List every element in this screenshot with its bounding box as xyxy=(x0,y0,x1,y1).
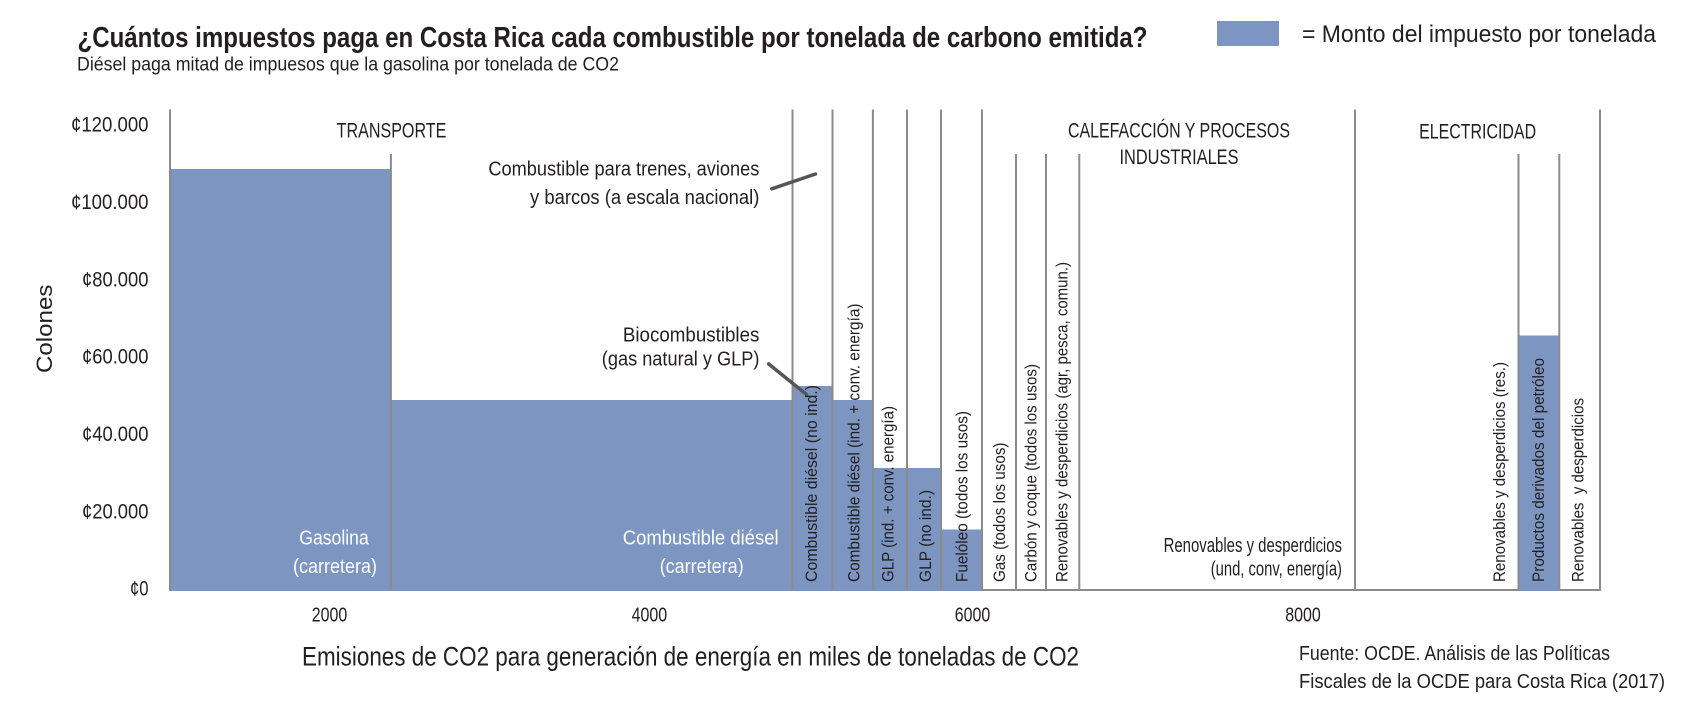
svg-text:TRANSPORTE: TRANSPORTE xyxy=(337,119,447,142)
svg-text:(carretera): (carretera) xyxy=(293,556,377,578)
svg-text:Combustible diésel (ind. + con: Combustible diésel (ind. + conv. energía… xyxy=(845,304,864,583)
svg-text:= Monto del impuesto por tonel: = Monto del impuesto por tonelada xyxy=(1302,21,1657,48)
svg-text:Combustible diésel (no ind.): Combustible diésel (no ind.) xyxy=(802,385,821,582)
svg-text:¢20.000: ¢20.000 xyxy=(82,500,149,523)
svg-text:Gasolina: Gasolina xyxy=(299,527,369,549)
svg-text:Fiscales de la OCDE para Costa: Fiscales de la OCDE para Costa Rica (201… xyxy=(1299,671,1665,693)
svg-text:Productos derivados del petról: Productos derivados del petróleo xyxy=(1529,358,1548,582)
svg-text:ELECTRICIDAD: ELECTRICIDAD xyxy=(1419,120,1536,143)
svg-text:Combustible para trenes, avion: Combustible para trenes, aviones xyxy=(488,159,759,181)
svg-text:Renovables y desperdicios (agr: Renovables y desperdicios (agr, pesca, c… xyxy=(1053,262,1072,582)
svg-text:INDUSTRIALES: INDUSTRIALES xyxy=(1120,146,1239,169)
svg-text:Renovables y desperdicios (res: Renovables y desperdicios (res.) xyxy=(1490,362,1509,582)
svg-text:¢0: ¢0 xyxy=(130,578,149,601)
svg-text:Diésel paga mitad de impuesos: Diésel paga mitad de impuesos que la gas… xyxy=(77,55,619,76)
svg-text:Biocombustibles: Biocombustibles xyxy=(623,325,760,347)
svg-text:¢80.000: ¢80.000 xyxy=(82,268,149,291)
svg-text:Combustible diésel: Combustible diésel xyxy=(623,527,779,549)
svg-text:¢40.000: ¢40.000 xyxy=(82,423,149,446)
svg-text:4000: 4000 xyxy=(632,604,668,626)
svg-text:y barcos (a escala nacional): y barcos (a escala nacional) xyxy=(530,187,759,209)
svg-text:(carretera): (carretera) xyxy=(660,556,744,578)
svg-text:Fuelóleo (todos los usos): Fuelóleo (todos los usos) xyxy=(953,411,972,582)
svg-text:GLP (no ind.): GLP (no ind.) xyxy=(916,490,935,582)
svg-text:CALEFACCIÓN Y PROCESOS: CALEFACCIÓN Y PROCESOS xyxy=(1068,120,1290,143)
svg-text:¢60.000: ¢60.000 xyxy=(82,346,149,369)
svg-text:6000: 6000 xyxy=(955,604,991,626)
svg-text:GLP (ind. + conv. energía): GLP (ind. + conv. energía) xyxy=(879,406,898,582)
svg-text:(und, conv, energía): (und, conv, energía) xyxy=(1211,558,1342,580)
svg-text:¢100.000: ¢100.000 xyxy=(71,191,149,214)
svg-text:Colones: Colones xyxy=(32,285,57,374)
svg-text:8000: 8000 xyxy=(1285,604,1321,626)
svg-text:2000: 2000 xyxy=(312,604,348,626)
svg-text:Fuente: OCDE. Análisis de las: Fuente: OCDE. Análisis de las Políticas xyxy=(1299,643,1610,665)
svg-text:Renovables y desperdicios: Renovables y desperdicios xyxy=(1569,398,1588,582)
svg-text:Renovables y desperdicios: Renovables y desperdicios xyxy=(1164,535,1342,557)
svg-text:¢120.000: ¢120.000 xyxy=(71,114,149,137)
svg-text:Emisiones de CO2 para generaci: Emisiones de CO2 para generación de ener… xyxy=(302,642,1079,672)
svg-text:(gas natural y GLP): (gas natural y GLP) xyxy=(602,349,760,371)
svg-text:Carbón y coque (todos los usos: Carbón y coque (todos los usos) xyxy=(1021,364,1040,582)
svg-text:Gas (todos los usos): Gas (todos los usos) xyxy=(990,442,1009,582)
svg-text:¿Cuántos impuestos paga en Cos: ¿Cuántos impuestos paga en Costa Rica ca… xyxy=(78,22,1148,54)
